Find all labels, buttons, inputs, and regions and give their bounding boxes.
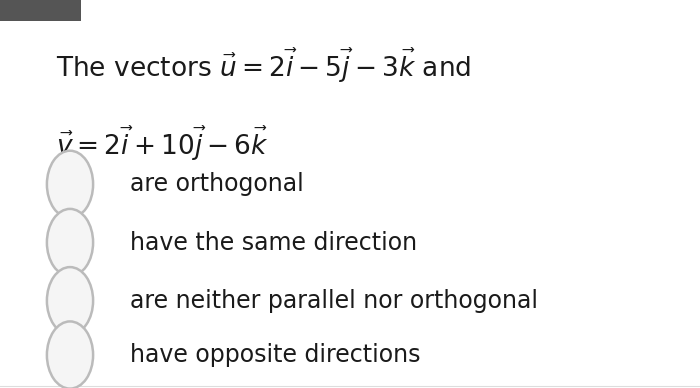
Ellipse shape xyxy=(47,321,93,388)
Ellipse shape xyxy=(47,209,93,276)
Text: are neither parallel nor orthogonal: are neither parallel nor orthogonal xyxy=(130,289,538,313)
Ellipse shape xyxy=(47,267,93,334)
Text: $\vec{v} = 2\vec{i} + 10\vec{j} - 6\vec{k}$: $\vec{v} = 2\vec{i} + 10\vec{j} - 6\vec{… xyxy=(56,124,269,163)
Text: have the same direction: have the same direction xyxy=(130,230,416,255)
Text: are orthogonal: are orthogonal xyxy=(130,172,303,196)
Bar xyxy=(0,0,80,21)
Text: The vectors $\vec{u} = 2\vec{i} - 5\vec{j} - 3\vec{k}$ and: The vectors $\vec{u} = 2\vec{i} - 5\vec{… xyxy=(56,47,471,85)
Ellipse shape xyxy=(47,151,93,218)
Text: have opposite directions: have opposite directions xyxy=(130,343,420,367)
